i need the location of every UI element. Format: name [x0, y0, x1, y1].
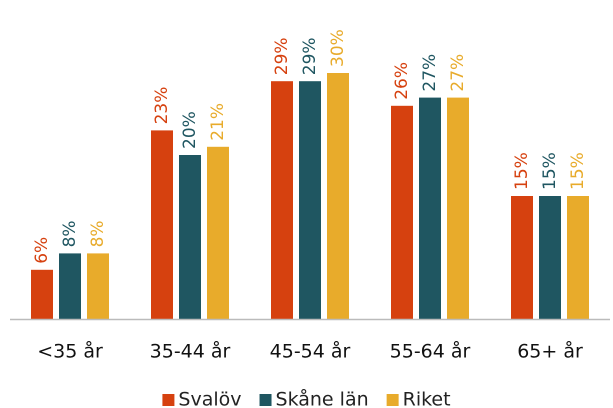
legend-label: Svalöv [178, 389, 241, 408]
data-label: 20% [180, 111, 200, 149]
bar [539, 196, 561, 319]
data-label: 29% [272, 37, 292, 75]
bar [567, 196, 589, 319]
legend-swatch [259, 394, 272, 406]
x-tick-label: 35-44 år [150, 340, 231, 363]
bar [419, 97, 441, 319]
data-label: 15% [540, 152, 560, 190]
legend-swatch [386, 394, 399, 406]
data-label: 30% [328, 29, 348, 67]
data-label: 8% [60, 220, 80, 247]
bar [327, 73, 349, 319]
x-tick-label: 55-64 år [390, 340, 471, 363]
data-label: 29% [300, 37, 320, 75]
legend-label: Riket [403, 389, 451, 408]
bar [391, 105, 413, 319]
bar [207, 146, 229, 319]
data-label: 27% [420, 54, 440, 92]
data-label: 6% [32, 237, 52, 264]
legend-label: Skåne län [276, 388, 369, 408]
x-tick-label: 45-54 år [270, 340, 351, 363]
x-tick-label: 65+ år [517, 340, 583, 363]
data-label: 8% [88, 220, 108, 247]
legend-swatch [162, 394, 175, 406]
data-label: 15% [568, 152, 588, 190]
bar [447, 97, 469, 319]
data-label: 27% [448, 54, 468, 92]
bar [271, 81, 293, 319]
bar [179, 155, 201, 319]
bar [511, 196, 533, 319]
bar [87, 253, 109, 319]
data-label: 15% [512, 152, 532, 190]
x-tick-label: <35 år [37, 340, 103, 363]
bar [59, 253, 81, 319]
data-label: 26% [392, 62, 412, 100]
bar [31, 269, 53, 319]
bar [151, 130, 173, 319]
bar [299, 81, 321, 319]
data-label: 23% [152, 87, 172, 125]
data-label: 21% [208, 103, 228, 141]
